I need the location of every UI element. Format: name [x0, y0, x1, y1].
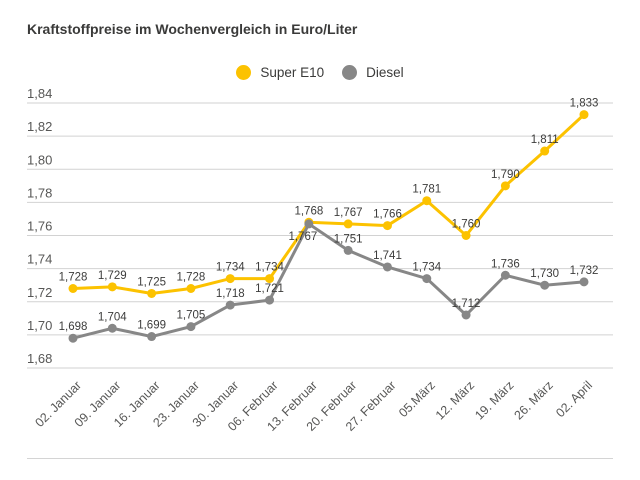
data-point-diesel: [500, 270, 510, 280]
legend-label: Diesel: [366, 65, 404, 80]
data-point-diesel: [382, 262, 392, 272]
data-point-super-e10: [147, 288, 157, 298]
y-axis-tick-label: 1,70: [27, 318, 52, 333]
x-axis-tick-label: 26. März: [512, 378, 556, 422]
data-point-super-e10: [579, 110, 589, 120]
data-point-value-label: 1,729: [98, 270, 127, 282]
data-point-value-label: 1,718: [216, 288, 245, 300]
data-point-value-label: 1,712: [452, 298, 481, 310]
data-point-value-label: 1,728: [59, 272, 88, 284]
y-axis-tick-label: 1,74: [27, 252, 52, 267]
y-axis-tick-label: 1,76: [27, 219, 52, 234]
data-point-super-e10: [68, 284, 78, 293]
legend-item-diesel: Diesel: [342, 65, 404, 80]
chart-title: Kraftstoffpreise im Wochenvergleich in E…: [27, 21, 358, 37]
y-axis-tick-label: 1,80: [27, 152, 52, 167]
data-point-value-label: 1,751: [334, 233, 363, 245]
x-axis-tick-label: 05.März: [396, 378, 438, 420]
data-point-value-label: 1,705: [177, 310, 206, 322]
bottom-divider: [27, 458, 613, 459]
data-point-super-e10: [500, 181, 510, 191]
data-point-value-label: 1,704: [98, 311, 127, 323]
data-point-diesel: [186, 322, 196, 332]
data-point-super-e10: [343, 219, 353, 229]
data-point-diesel: [304, 219, 314, 229]
data-point-value-label: 1,767: [288, 231, 317, 243]
data-point-value-label: 1,698: [59, 321, 88, 333]
data-point-diesel: [68, 333, 78, 343]
data-point-super-e10: [540, 146, 550, 156]
data-point-super-e10: [422, 196, 432, 206]
data-point-diesel: [422, 274, 432, 284]
data-point-super-e10: [382, 221, 392, 231]
y-axis-tick-label: 1,72: [27, 285, 52, 300]
data-point-super-e10: [186, 284, 196, 293]
data-point-value-label: 1,781: [412, 184, 441, 196]
y-axis-tick-label: 1,82: [27, 119, 52, 134]
data-point-value-label: 1,768: [294, 205, 323, 217]
data-point-value-label: 1,811: [531, 134, 559, 146]
data-point-diesel: [225, 300, 235, 310]
x-axis-tick-label: 12. März: [433, 378, 477, 422]
data-point-value-label: 1,734: [255, 262, 284, 274]
data-point-value-label: 1,741: [373, 250, 402, 262]
y-axis-tick-label: 1,68: [27, 351, 52, 366]
legend-dot-icon: [342, 65, 358, 80]
data-point-super-e10: [107, 282, 117, 292]
data-point-value-label: 1,721: [255, 283, 284, 295]
data-point-diesel: [343, 245, 353, 255]
data-point-diesel: [147, 332, 157, 342]
series-line-super-e10: [72, 113, 586, 295]
data-point-value-label: 1,760: [452, 219, 481, 231]
data-point-value-label: 1,732: [570, 265, 599, 277]
y-axis-tick-label: 1,78: [27, 185, 52, 200]
data-point-diesel: [265, 295, 275, 305]
x-axis-tick-label: 02. April: [553, 378, 595, 420]
data-point-diesel: [579, 277, 589, 287]
data-point-super-e10: [225, 274, 235, 284]
data-point-value-label: 1,734: [216, 262, 245, 274]
chart-legend: Super E10 Diesel: [0, 65, 640, 80]
data-point-super-e10: [461, 231, 471, 240]
legend-label: Super E10: [260, 65, 325, 80]
data-point-value-label: 1,736: [491, 258, 520, 270]
series-line-diesel: [72, 221, 585, 340]
data-point-value-label: 1,767: [334, 207, 363, 219]
data-point-value-label: 1,766: [373, 209, 402, 221]
data-point-value-label: 1,728: [177, 272, 206, 284]
legend-item-super-e10: Super E10: [236, 65, 324, 80]
x-axis-tick-label: 19. März: [472, 378, 516, 422]
data-point-diesel: [107, 323, 117, 333]
legend-dot-icon: [236, 65, 252, 80]
data-point-value-label: 1,725: [137, 276, 166, 288]
data-point-value-label: 1,833: [570, 98, 599, 110]
data-point-value-label: 1,790: [491, 169, 520, 181]
data-point-diesel: [540, 280, 550, 290]
data-point-value-label: 1,730: [530, 268, 559, 280]
data-point-value-label: 1,734: [412, 262, 441, 274]
y-axis-tick-label: 1,84: [27, 86, 52, 101]
data-point-diesel: [461, 310, 471, 320]
data-point-super-e10: [265, 274, 275, 284]
data-point-value-label: 1,699: [137, 320, 166, 332]
